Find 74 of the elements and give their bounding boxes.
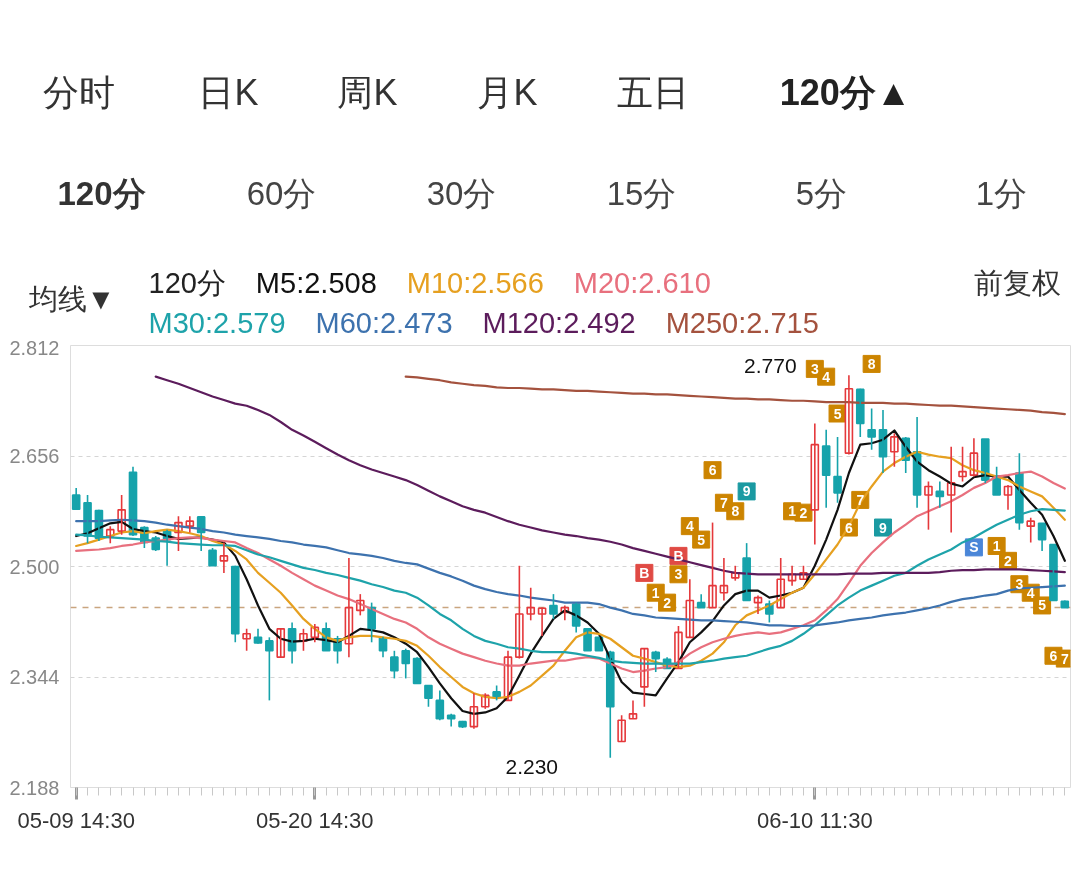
annotation: 2.230 [505, 754, 559, 778]
annotation: 2.770 [744, 354, 797, 378]
text: 五日 [616, 72, 689, 113]
text: M30:2.579 [148, 306, 286, 339]
text: 2 [799, 504, 808, 521]
y-tick-label: 2.344 [9, 666, 60, 688]
text: 6 [845, 519, 853, 536]
y-tick-label: 2.812 [9, 336, 60, 359]
candlestick [1049, 543, 1058, 602]
text: M60:2.473 [315, 306, 453, 339]
text: 120分 [57, 175, 146, 212]
text: 7 [856, 491, 865, 508]
text: 8 [867, 355, 876, 372]
series-label: 2 [663, 594, 672, 611]
text: 分时 [42, 72, 115, 113]
text: 7 [1060, 650, 1069, 667]
text: M5:2.508 [255, 266, 377, 299]
series-label: 4 [685, 518, 694, 535]
text: 5 [1038, 597, 1046, 614]
text: 周K [337, 72, 398, 113]
candlestick [265, 636, 274, 702]
x-tick-label: 05-09 14:30 [17, 807, 135, 833]
candlestick [708, 521, 717, 609]
candlestick [890, 432, 899, 468]
series-label: 1 [651, 584, 660, 601]
candlestick [276, 628, 286, 658]
candlestick [242, 628, 251, 652]
text: 2 [1004, 552, 1012, 569]
text: 1 [992, 537, 1001, 554]
y-tick-label: 2.500 [9, 555, 60, 578]
series-label: 3 [674, 566, 683, 583]
y-tick-label: 2.188 [9, 776, 60, 799]
text: 前复权 [973, 266, 1061, 299]
series-label: 8 [731, 503, 740, 520]
text: 1 [788, 503, 796, 520]
candlestick [390, 649, 399, 680]
text: 6 [1049, 647, 1058, 664]
text: 9 [879, 519, 887, 536]
y-tick-label: 2.656 [9, 445, 60, 467]
series-label: M250:2.715 [665, 306, 819, 339]
series-label: 6 [708, 462, 717, 479]
candlestick [446, 713, 456, 728]
text: 月K [477, 72, 538, 113]
candlestick [424, 684, 433, 708]
text: M120:2.492 [482, 306, 636, 339]
text: 30分 [426, 175, 497, 212]
series-label: 5 [697, 531, 706, 548]
text: 日K [198, 72, 259, 113]
x-tick-label: 05-20 14:30 [256, 807, 374, 833]
text: M10:2.566 [406, 266, 544, 299]
text: 3 [810, 360, 819, 377]
candlestick [833, 436, 842, 504]
series-label: B [639, 564, 650, 581]
text: 5 [833, 405, 842, 422]
x-tick-label: 06-10 11:30 [756, 807, 873, 833]
text: M20:2.610 [573, 266, 711, 299]
text: 5分 [795, 175, 848, 212]
text: 4 [1026, 584, 1035, 601]
candlestick [924, 480, 933, 531]
text: 15分 [606, 175, 677, 212]
candlestick [617, 714, 626, 743]
series-label: S [969, 539, 979, 556]
text: 均线▼ [27, 282, 116, 315]
text: 60分 [246, 175, 317, 212]
text: 4 [822, 368, 831, 385]
text: 1分 [975, 175, 1028, 212]
text: 120分▲ [779, 72, 912, 113]
series-label: 9 [742, 483, 751, 500]
candlestick [549, 593, 558, 620]
candlestick [583, 628, 592, 652]
chart-title: 120分 [148, 266, 226, 299]
text: 3 [1015, 576, 1024, 593]
candlestick [867, 407, 876, 451]
series-label: 7 [720, 494, 729, 511]
